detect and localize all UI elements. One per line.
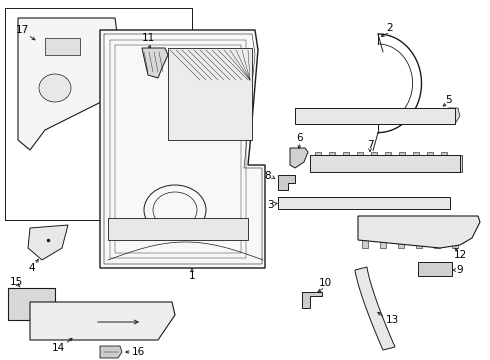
Text: 3: 3 [267,200,273,210]
Text: 9: 9 [457,265,464,275]
Text: 8: 8 [265,171,271,181]
Polygon shape [142,48,168,78]
Polygon shape [302,292,322,308]
Polygon shape [108,218,248,240]
Polygon shape [452,155,462,172]
Polygon shape [310,155,460,172]
Polygon shape [436,264,448,274]
Polygon shape [329,152,335,156]
Polygon shape [418,262,452,276]
Polygon shape [10,291,30,308]
Text: 15: 15 [10,277,23,287]
Polygon shape [295,108,455,124]
Polygon shape [371,152,377,156]
Text: 16: 16 [131,347,145,357]
Polygon shape [315,152,321,156]
Polygon shape [278,197,450,209]
Polygon shape [34,291,54,308]
Polygon shape [10,310,30,318]
Polygon shape [18,18,118,150]
Polygon shape [452,239,458,248]
Polygon shape [441,152,447,156]
Polygon shape [422,264,432,274]
Polygon shape [355,267,395,350]
Text: 11: 11 [142,33,155,43]
Polygon shape [398,239,404,248]
Polygon shape [385,152,391,156]
Text: 10: 10 [318,278,332,288]
Text: 6: 6 [296,133,303,143]
Polygon shape [358,216,480,248]
Polygon shape [28,225,68,260]
Polygon shape [168,48,252,140]
Text: 12: 12 [453,250,466,260]
Text: 7: 7 [367,140,373,150]
Polygon shape [448,108,460,124]
Polygon shape [100,346,122,358]
Polygon shape [434,239,440,248]
Polygon shape [362,239,368,248]
Polygon shape [278,175,295,190]
Polygon shape [413,152,419,156]
Polygon shape [108,328,152,338]
Polygon shape [427,152,433,156]
Polygon shape [30,302,175,340]
Polygon shape [290,148,308,168]
Polygon shape [380,239,386,248]
Text: 5: 5 [445,95,451,105]
Polygon shape [45,38,80,55]
Polygon shape [416,239,422,248]
Polygon shape [100,30,265,268]
Text: 2: 2 [387,23,393,33]
Text: 1: 1 [189,271,196,281]
Text: 4: 4 [29,263,35,273]
Polygon shape [357,152,363,156]
Polygon shape [399,152,405,156]
Ellipse shape [39,74,71,102]
Text: 13: 13 [385,315,399,325]
Text: 17: 17 [15,25,28,35]
Polygon shape [8,288,55,320]
Text: 14: 14 [51,343,65,353]
Polygon shape [343,152,349,156]
Polygon shape [34,310,54,318]
